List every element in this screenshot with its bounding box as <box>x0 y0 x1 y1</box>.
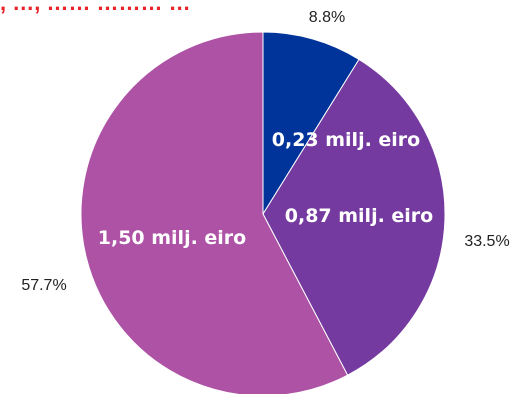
pie-slice-2 <box>262 58 446 376</box>
pie-slice-1 <box>262 31 360 216</box>
slice-value-label-3: 1,50 milj. eiro <box>98 227 246 249</box>
percent-label-3: 57.7% <box>21 277 66 294</box>
chart-title: , …, …… ……… … <box>0 0 191 15</box>
percent-label-2: 33.5% <box>464 233 509 250</box>
slice-value-label-1: 0,23 milj. eiro <box>272 129 420 151</box>
slice-value-label-2: 0,87 milj. eiro <box>285 205 433 227</box>
pie-slice-3 <box>80 31 349 394</box>
percent-label-1: 8.8% <box>309 9 345 26</box>
